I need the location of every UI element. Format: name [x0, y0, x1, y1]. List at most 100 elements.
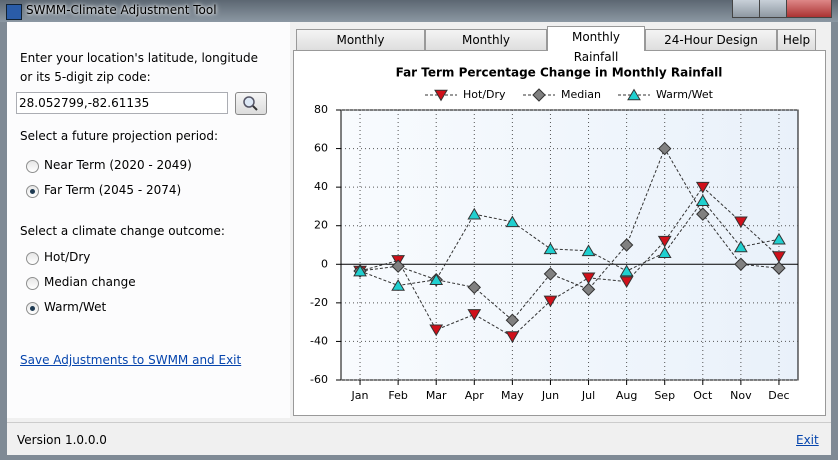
data-point — [505, 215, 520, 228]
x-tick-label: Feb — [388, 389, 407, 402]
tab-panel: Far Term Percentage Change in Monthly Ra… — [293, 50, 826, 416]
data-point — [581, 244, 596, 257]
y-tick-label: -20 — [310, 296, 328, 309]
tab[interactable]: 24-Hour Design Storm — [645, 29, 777, 67]
chart-title: Far Term Percentage Change in Monthly Ra… — [396, 66, 723, 80]
legend-marker — [434, 89, 448, 102]
y-tick-label: 60 — [314, 142, 328, 155]
data-point — [543, 242, 558, 255]
tab[interactable]: Monthly Evaporation — [425, 29, 547, 67]
data-point — [695, 194, 710, 206]
exit-link[interactable]: Exit — [796, 433, 819, 447]
search-button[interactable] — [235, 92, 267, 115]
radio-label[interactable]: Near Term (2020 - 2049) — [44, 158, 192, 172]
data-point — [581, 272, 596, 285]
outcome-prompt: Select a climate change outcome: — [20, 224, 225, 238]
data-point — [772, 261, 786, 275]
radio-label[interactable]: Far Term (2045 - 2074) — [44, 183, 182, 197]
data-point — [353, 264, 367, 277]
radio-button[interactable] — [26, 302, 39, 315]
radio-button[interactable] — [26, 252, 39, 265]
legend-label: Warm/Wet — [656, 88, 714, 101]
series-line — [359, 199, 780, 287]
data-point — [734, 216, 748, 229]
legend-marker — [627, 88, 641, 101]
x-tick-label: Sep — [654, 389, 675, 402]
data-point — [619, 276, 634, 289]
data-point — [391, 259, 405, 273]
version-label: Version 1.0.0.0 — [17, 433, 107, 447]
save-link[interactable]: Save Adjustments to SWMM and Exit — [20, 353, 242, 367]
data-point — [695, 181, 710, 194]
data-point — [734, 240, 748, 253]
data-point — [619, 238, 634, 252]
radio-button[interactable] — [26, 160, 39, 173]
x-tick-label: Apr — [465, 389, 485, 402]
plot-area — [340, 109, 799, 381]
data-point — [657, 246, 672, 259]
left-panel: Enter your location's latitude, longitud… — [7, 22, 290, 418]
data-point — [772, 232, 786, 245]
location-prompt: or its 5-digit zip code: — [20, 70, 151, 84]
data-point — [734, 257, 748, 271]
projection-prompt: Select a future projection period: — [20, 129, 219, 143]
chart: Far Term Percentage Change in Monthly Ra… — [310, 66, 799, 402]
data-point — [429, 324, 444, 337]
tab[interactable]: Monthly Rainfall — [547, 26, 645, 64]
location-prompt: Enter your location's latitude, longitud… — [20, 51, 259, 65]
app-icon — [6, 4, 22, 20]
y-tick-label: -60 — [310, 373, 328, 386]
search-icon — [243, 96, 258, 111]
minimize-button[interactable] — [732, 0, 760, 18]
data-point — [696, 207, 710, 221]
data-point — [467, 280, 481, 295]
location-input[interactable]: 28.052799,-82.61135 — [16, 92, 228, 114]
y-tick-label: 20 — [314, 219, 328, 232]
data-point — [467, 309, 482, 321]
x-tick-label: Dec — [768, 389, 789, 402]
client-area: Enter your location's latitude, longitud… — [7, 22, 831, 455]
y-tick-label: 80 — [314, 103, 328, 116]
y-tick-label: 40 — [314, 180, 328, 193]
status-bar: Version 1.0.0.0 Exit — [7, 422, 831, 455]
legend-label: Hot/Dry — [463, 88, 506, 101]
tab[interactable]: Help — [777, 29, 816, 50]
window-title: SWMM-Climate Adjustment Tool — [26, 3, 217, 17]
radio-label[interactable]: Median change — [44, 275, 136, 289]
close-button[interactable] — [786, 0, 832, 18]
maximize-button[interactable] — [759, 0, 787, 18]
data-point — [619, 264, 634, 277]
data-point — [467, 207, 482, 220]
data-point — [429, 273, 444, 286]
series-line — [359, 147, 780, 321]
x-tick-label: Jan — [351, 389, 369, 402]
tab[interactable]: Monthly Temperature — [296, 29, 425, 67]
x-tick-label: Mar — [426, 389, 447, 402]
data-point — [505, 331, 520, 343]
radio-label[interactable]: Warm/Wet — [44, 300, 107, 314]
data-point — [581, 282, 596, 297]
x-tick-label: Nov — [730, 389, 752, 402]
radio-label[interactable]: Hot/Dry — [44, 250, 91, 264]
y-tick-label: -40 — [310, 334, 328, 347]
x-tick-label: Oct — [693, 389, 713, 402]
x-tick-label: Jun — [541, 389, 559, 402]
y-tick-label: 0 — [321, 257, 328, 270]
title-bar: SWMM-Climate Adjustment Tool — [0, 0, 838, 22]
data-point — [658, 141, 672, 156]
radio-button[interactable] — [26, 277, 39, 290]
data-point — [505, 313, 520, 327]
x-tick-label: Jul — [581, 389, 595, 402]
legend-marker — [532, 88, 546, 102]
data-point — [772, 251, 786, 263]
radio-button[interactable] — [26, 185, 39, 198]
data-point — [391, 279, 405, 291]
x-tick-label: May — [501, 389, 524, 402]
x-tick-label: Aug — [616, 389, 637, 402]
data-point — [543, 267, 558, 281]
legend-label: Median — [561, 88, 601, 101]
data-point — [543, 295, 558, 308]
data-point — [657, 235, 672, 248]
series-line — [359, 186, 780, 338]
